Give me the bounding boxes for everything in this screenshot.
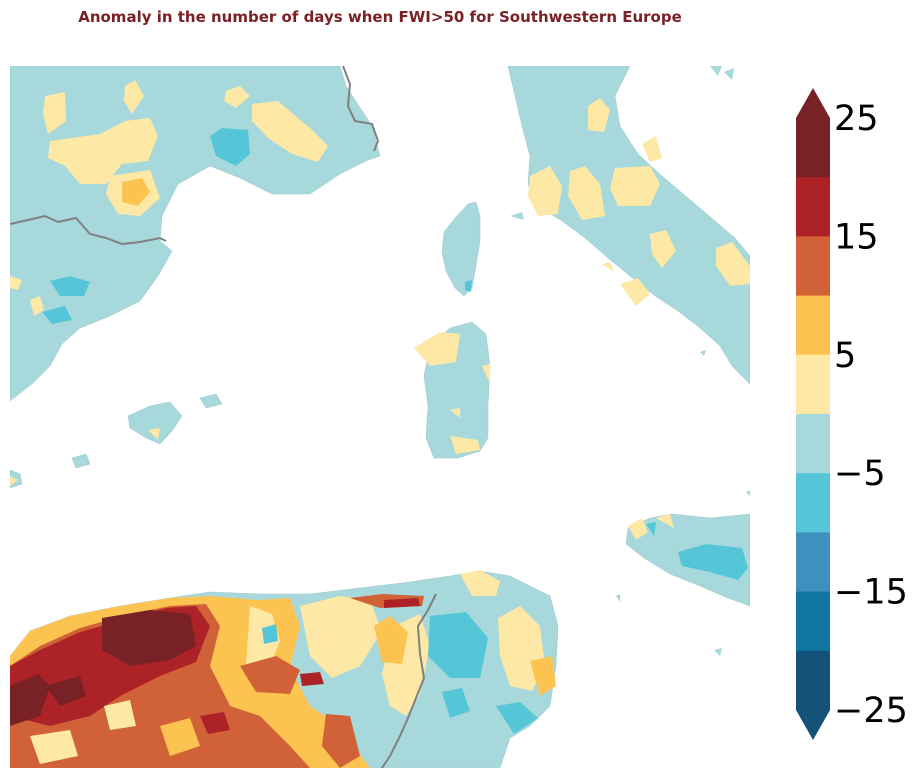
colorbar-band [796,236,830,297]
land-ibiza [71,453,91,469]
land-corsica [441,201,481,297]
anomaly-patch [10,276,22,290]
colorbar-band [796,177,830,237]
anomaly-patch [374,616,408,664]
anomaly-patch [262,624,278,644]
country-border [342,66,380,152]
land-north-africa [10,570,559,768]
anomaly-patch [568,166,605,220]
anomaly-patch [646,522,656,536]
anomaly-patch [602,262,614,272]
land-italy [507,66,750,385]
colorbar-band [796,532,830,593]
anomaly-patch [10,674,50,726]
anomaly-patch [678,544,748,580]
map-title: Anomaly in the number of days when FWI>5… [78,8,682,26]
land-speck [724,68,734,80]
anomaly-patch [450,436,480,454]
colorbar-tick-label: −25 [834,691,908,731]
anomaly-patch [642,136,662,162]
anomaly-patch [122,178,150,206]
anomaly-patch [588,98,610,132]
anomaly-patch [610,166,660,206]
land-speck [700,350,706,356]
anomaly-patch [428,612,488,678]
colorbar-band [796,650,830,711]
anomaly-patch [300,596,382,678]
anomaly-patch [42,306,72,324]
colorbar-tick-label: −15 [834,573,908,613]
anomaly-patch [160,718,200,756]
anomaly-map [10,66,750,768]
land-speck [616,594,620,602]
anomaly-patch [46,676,86,706]
colorbar-extend-low [796,710,830,740]
colorbar-tick-label: 5 [834,336,856,376]
colorbar-band [796,354,830,415]
land-small-islands [472,66,750,656]
anomaly-patch [43,92,66,134]
land-menorca [199,393,223,409]
anomaly-patch [465,280,472,292]
colorbar-bands [796,88,830,740]
colorbar-band [796,414,830,474]
anomaly-patch [656,514,674,528]
colorbar-band [796,295,830,356]
land-speck [714,648,722,656]
land-speck [710,66,722,76]
anomaly-patch [30,730,78,764]
country-border [381,593,437,768]
anomaly-patch [650,230,676,268]
anomaly-patch [252,101,328,162]
anomaly-patch [530,656,556,696]
anomaly-patch [200,712,230,734]
country-border [10,214,167,246]
colorbar-extend-high [796,88,830,118]
anomaly-patch [30,296,44,316]
land-speck [746,490,750,496]
anomaly-patch [104,700,136,730]
colorbar-tick-label: 15 [834,217,879,257]
land-sicily [625,513,750,607]
anomaly-patch [482,364,490,384]
anomaly-patch [460,570,500,596]
anomaly-patch [300,672,324,686]
anomaly-patch [628,518,648,540]
anomaly-patch [620,278,650,306]
anomaly-patch [48,118,158,184]
anomaly-patch [414,332,460,366]
colorbar-band [796,118,830,178]
land-balearic [10,393,223,489]
anomaly-patch [716,242,750,286]
land-northwest [10,66,381,402]
anomaly-patch [384,598,420,608]
anomaly-patch [210,128,250,166]
anomaly-patch [124,80,144,114]
colorbar-ticks: 25 15 5 −5 −15 −25 [834,99,908,731]
anomaly-patch [322,714,360,768]
colorbar: 25 15 5 −5 −15 −25 [796,88,908,740]
colorbar-band [796,473,830,533]
anomaly-patch [102,610,196,666]
colorbar-band [796,591,830,652]
anomaly-patch [496,702,538,734]
anomaly-patch [224,86,250,108]
anomaly-patch [50,276,90,296]
colorbar-tick-label: −5 [834,454,886,494]
land-speck [472,202,478,210]
land-speck [510,212,524,220]
land-italian-peninsula [507,66,750,385]
land-islands-tyrrhenian [414,201,491,459]
anomaly-patch [450,408,460,418]
anomaly-patch [10,476,18,486]
colorbar-tick-label: 25 [834,99,879,139]
anomaly-patch [240,656,300,694]
anomaly-patch [442,688,470,718]
anomaly-patch [148,428,160,440]
land-mallorca [127,401,183,445]
anomaly-patch [528,166,562,216]
